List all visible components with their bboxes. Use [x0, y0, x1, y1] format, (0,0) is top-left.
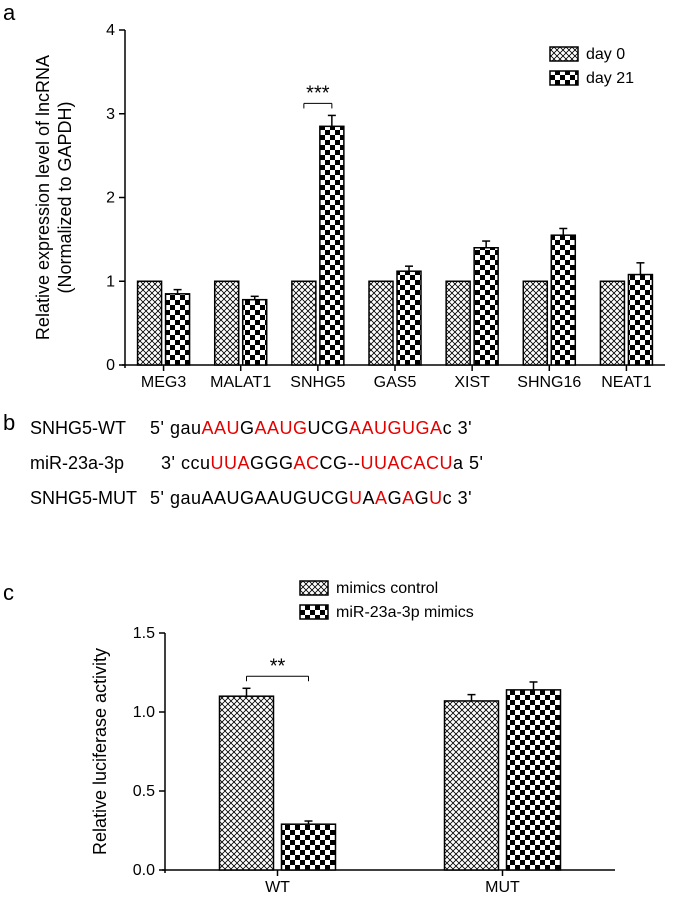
sequence-label: SNHG5-MUT — [30, 488, 150, 509]
category-label-SHNG16: SHNG16 — [517, 374, 581, 391]
y-axis-label: Relative luciferase activity — [90, 648, 110, 855]
svg-text:2: 2 — [106, 190, 115, 207]
svg-text:1.0: 1.0 — [133, 704, 155, 721]
sequence-text: 3' ccuUUAGGGACCG--UUACACUa 5' — [150, 453, 484, 474]
y-axis-label: (Normalized to GAPDH) — [55, 101, 75, 293]
significance-marker: *** — [306, 82, 330, 104]
panel-b-label: b — [3, 410, 15, 436]
bar-MALAT1-day-21 — [243, 300, 267, 365]
panel-b-sequences: SNHG5-WT5' gauAAUGAAUGUCGAAUGUGAc 3'miR-… — [30, 418, 670, 523]
svg-text:0.5: 0.5 — [133, 783, 155, 800]
sequence-text: 5' gauAAUGAAUGUCGAAUGUGAc 3' — [150, 418, 472, 439]
legend-swatch-day-0 — [550, 47, 578, 61]
svg-text:1.5: 1.5 — [133, 625, 155, 642]
sequence-row-miR-23a-3p: miR-23a-3p 3' ccuUUAGGGACCG--UUACACUa 5' — [30, 453, 670, 474]
bar-MUT-miR-23a-3p-mimics — [507, 690, 561, 870]
bar-MUT-mimics-control — [445, 701, 499, 870]
bar-XIST-day-21 — [474, 248, 498, 365]
category-label-SNHG5: SNHG5 — [290, 374, 345, 391]
bar-SNHG5-day-21 — [320, 126, 344, 365]
sequence-row-SNHG5-MUT: SNHG5-MUT5' gauAAUGAAUGUCGUAAGAGUc 3' — [30, 488, 670, 509]
legend-label-miR-23a-3p-mimics: miR-23a-3p mimics — [336, 604, 474, 621]
legend-label-day-0: day 0 — [586, 46, 625, 63]
sequence-text: 5' gauAAUGAAUGUCGUAAGAGUc 3' — [150, 488, 472, 509]
bar-SHNG16-day-0 — [523, 281, 547, 365]
category-label-MUT: MUT — [485, 879, 520, 896]
category-label-MALAT1: MALAT1 — [210, 374, 271, 391]
bar-XIST-day-0 — [446, 281, 470, 365]
legend-swatch-miR-23a-3p-mimics — [300, 605, 328, 619]
bar-MEG3-day-0 — [138, 281, 162, 365]
category-label-WT: WT — [265, 879, 290, 896]
category-label-XIST: XIST — [454, 374, 490, 391]
bar-WT-miR-23a-3p-mimics — [282, 824, 336, 870]
category-label-NEAT1: NEAT1 — [601, 374, 651, 391]
bar-GAS5-day-21 — [397, 271, 421, 365]
bar-SNHG5-day-0 — [292, 281, 316, 365]
y-axis-label: Relative expression level of lncRNA — [33, 55, 53, 340]
category-label-MEG3: MEG3 — [141, 374, 186, 391]
svg-text:3: 3 — [106, 106, 115, 123]
panel-a-label: a — [3, 0, 15, 26]
category-label-GAS5: GAS5 — [374, 374, 417, 391]
bar-NEAT1-day-0 — [600, 281, 624, 365]
panel-a-chart: 0 1 2 3 4 MEG3 MALAT1 SNHG5 GAS5 XIST SHNG16 NEAT1 *… — [20, 5, 680, 400]
sequence-label: SNHG5-WT — [30, 418, 150, 439]
bar-MALAT1-day-0 — [215, 281, 239, 365]
bar-GAS5-day-0 — [369, 281, 393, 365]
bar-WT-mimics-control — [220, 696, 274, 870]
legend-swatch-day-21 — [550, 71, 578, 85]
bar-SHNG16-day-21 — [551, 235, 575, 365]
svg-text:1: 1 — [106, 273, 115, 290]
svg-text:0.0: 0.0 — [133, 862, 155, 879]
legend-label-day-21: day 21 — [586, 70, 634, 87]
significance-marker: ** — [270, 655, 286, 677]
sequence-label: miR-23a-3p — [30, 453, 150, 474]
sequence-row-SNHG5-WT: SNHG5-WT5' gauAAUGAAUGUCGAAUGUGAc 3' — [30, 418, 670, 439]
legend-label-mimics-control: mimics control — [336, 580, 438, 597]
bar-NEAT1-day-21 — [628, 275, 652, 365]
svg-text:4: 4 — [106, 22, 115, 39]
bar-MEG3-day-21 — [166, 294, 190, 365]
legend-swatch-mimics-control — [300, 581, 328, 595]
svg-text:0: 0 — [106, 357, 115, 374]
panel-c-chart: 0.0 0.5 1.0 1.5 WT MUT ** Relative luciferase a… — [75, 575, 635, 905]
panel-c-label: c — [3, 580, 14, 606]
